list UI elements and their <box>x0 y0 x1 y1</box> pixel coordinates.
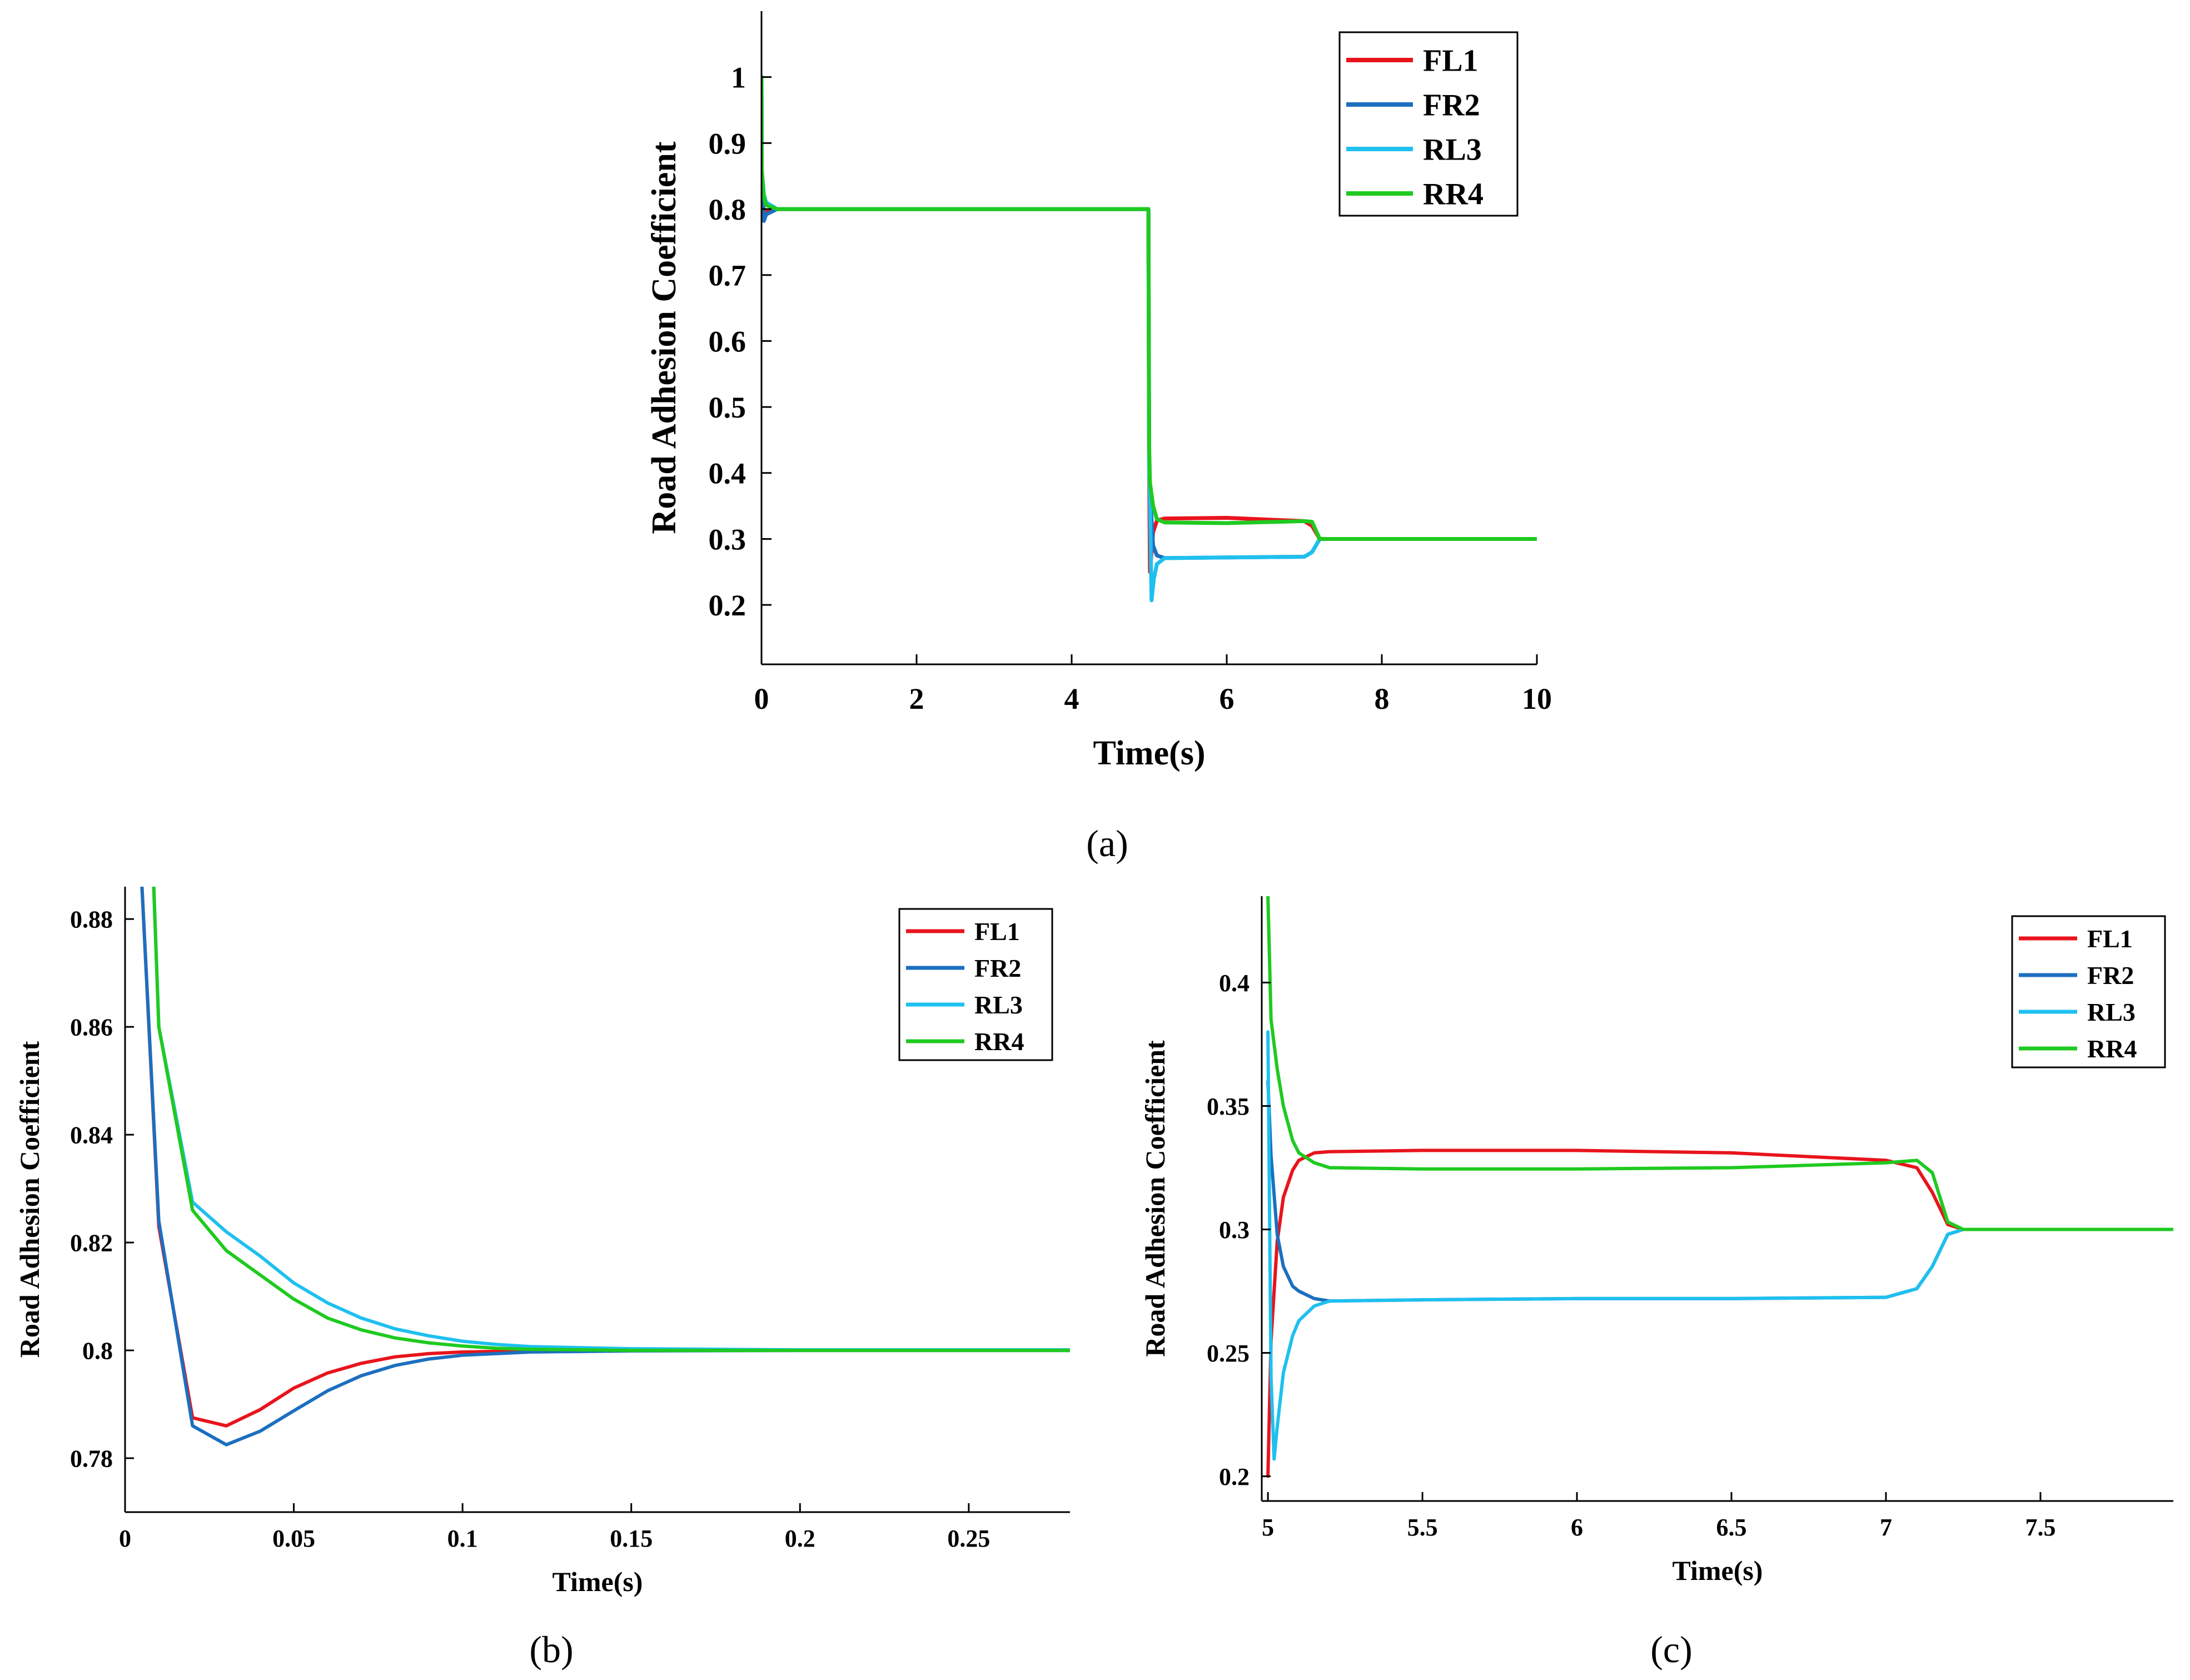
x-axis-title-c: Time(s) <box>1673 1555 1763 1586</box>
y-tick-label-a: 0.8 <box>709 193 746 226</box>
x-tick-label-a: 4 <box>1064 682 1079 715</box>
legend-label-rr4-c: RR4 <box>2087 1035 2137 1063</box>
x-tick-label-c: 6.5 <box>1716 1514 1747 1541</box>
y-tick-label-b: 0.78 <box>70 1445 113 1472</box>
x-tick-label-a: 0 <box>754 682 769 715</box>
legend-label-fr2-c: FR2 <box>2087 961 2134 990</box>
panel-b: 0 0.05 0.1 0.15 0.2 0.25 0.78 0.8 0.82 0.84 0.86 0.… <box>14 887 1070 1597</box>
y-axis-title-c: Road Adhesion Coefficient <box>1139 1040 1171 1357</box>
legend-label-rl3-b: RL3 <box>974 991 1023 1019</box>
legend-label-rl3-a: RL3 <box>1423 133 1482 167</box>
series-group-c <box>1266 896 2173 1478</box>
caption-c: (c) <box>1650 1628 1692 1671</box>
series-rl3-c <box>1266 1030 2173 1461</box>
x-tick-label-b: 0.25 <box>947 1525 990 1552</box>
y-tick-label-a: 1 <box>731 61 746 95</box>
legend-box-a <box>1338 31 1519 217</box>
caption-a: (a) <box>1086 822 1128 864</box>
x-tick-label-b: 0.2 <box>785 1525 815 1552</box>
series-fr2-c <box>1266 1080 2173 1303</box>
legend-a: FL1 FR2 RL3 RR4 <box>1338 31 1519 217</box>
legend-label-fl1-c: FL1 <box>2087 925 2133 953</box>
legend-label-rl3-c: RL3 <box>2087 998 2136 1026</box>
y-tick-label-a: 0.5 <box>709 391 746 424</box>
legend-label-fr2-b: FR2 <box>974 954 1021 982</box>
series-rr4-b <box>152 887 1070 1353</box>
x-tick-label-a: 8 <box>1375 682 1390 715</box>
y-tick-label-c: 0.3 <box>1219 1216 1250 1244</box>
series-rr4-a <box>761 75 1537 541</box>
x-axis-title-a: Time(s) <box>1093 734 1205 772</box>
y-tick-label-b: 0.8 <box>82 1337 113 1364</box>
y-tick-label-c: 0.2 <box>1219 1463 1250 1490</box>
panel-a: 0 2 4 6 8 10 0.2 0.3 0.4 0.5 0.6 0.7 0.8 0.9 1 Time(s) R… <box>645 11 1552 772</box>
series-fl1-c <box>1266 1149 2173 1478</box>
y-tick-label-b: 0.88 <box>70 906 113 933</box>
x-tick-label-b: 0.1 <box>447 1525 478 1552</box>
legend-b: FL1 FR2 RL3 RR4 <box>898 908 1053 1061</box>
x-tick-label-c: 5.5 <box>1407 1514 1438 1541</box>
y-tick-label-a: 0.6 <box>709 325 746 358</box>
series-group-b <box>140 887 1070 1447</box>
y-tick-label-b: 0.86 <box>70 1014 113 1041</box>
y-tick-label-b: 0.84 <box>70 1122 113 1149</box>
x-tick-label-b: 0.15 <box>610 1525 653 1552</box>
caption-b: (b) <box>529 1628 573 1671</box>
legend-c: FL1 FR2 RL3 RR4 <box>2011 915 2166 1068</box>
y-tick-label-c: 0.4 <box>1219 970 1250 997</box>
legend-label-rr4-b: RR4 <box>974 1027 1024 1056</box>
series-rr4-c <box>1266 896 2173 1231</box>
y-axis-title-b: Road Adhesion Coefficient <box>14 1041 45 1358</box>
x-tick-label-c: 6 <box>1571 1514 1583 1541</box>
x-tick-label-c: 7.5 <box>2025 1514 2055 1541</box>
x-tick-label-c: 7 <box>1880 1514 1892 1541</box>
series-group-a <box>761 75 1537 603</box>
x-axis-title-b: Time(s) <box>553 1566 643 1597</box>
y-tick-label-a: 0.2 <box>709 589 746 622</box>
x-tick-label-a: 2 <box>909 682 924 715</box>
y-tick-label-a: 0.9 <box>709 127 746 160</box>
legend-label-rr4-a: RR4 <box>1423 177 1484 212</box>
series-rl3-b <box>152 887 1070 1352</box>
x-tick-label-a: 10 <box>1522 682 1552 715</box>
x-tick-label-c: 5 <box>1262 1514 1274 1541</box>
y-tick-label-a: 0.3 <box>709 523 746 556</box>
y-tick-label-b: 0.82 <box>70 1229 113 1256</box>
legend-box-b <box>898 908 1053 1061</box>
y-tick-label-a: 0.7 <box>709 259 746 292</box>
x-tick-label-a: 6 <box>1220 682 1235 715</box>
x-tick-label-b: 0 <box>119 1525 131 1552</box>
legend-label-fr2-a: FR2 <box>1423 88 1480 123</box>
legend-label-fl1-b: FL1 <box>974 917 1020 946</box>
y-tick-label-c: 0.25 <box>1207 1340 1250 1367</box>
y-tick-label-c: 0.35 <box>1207 1093 1250 1120</box>
x-tick-label-b: 0.05 <box>272 1525 315 1552</box>
y-axis-title-a: Road Adhesion Coefficient <box>645 141 683 534</box>
panel-c: 5 5.5 6 6.5 7 7.5 0.2 0.25 0.3 0.35 0.4 Time(s) Road… <box>1139 896 2173 1586</box>
legend-label-fl1-a: FL1 <box>1423 44 1479 78</box>
y-tick-label-a: 0.4 <box>709 457 746 490</box>
legend-box-c <box>2011 915 2166 1068</box>
